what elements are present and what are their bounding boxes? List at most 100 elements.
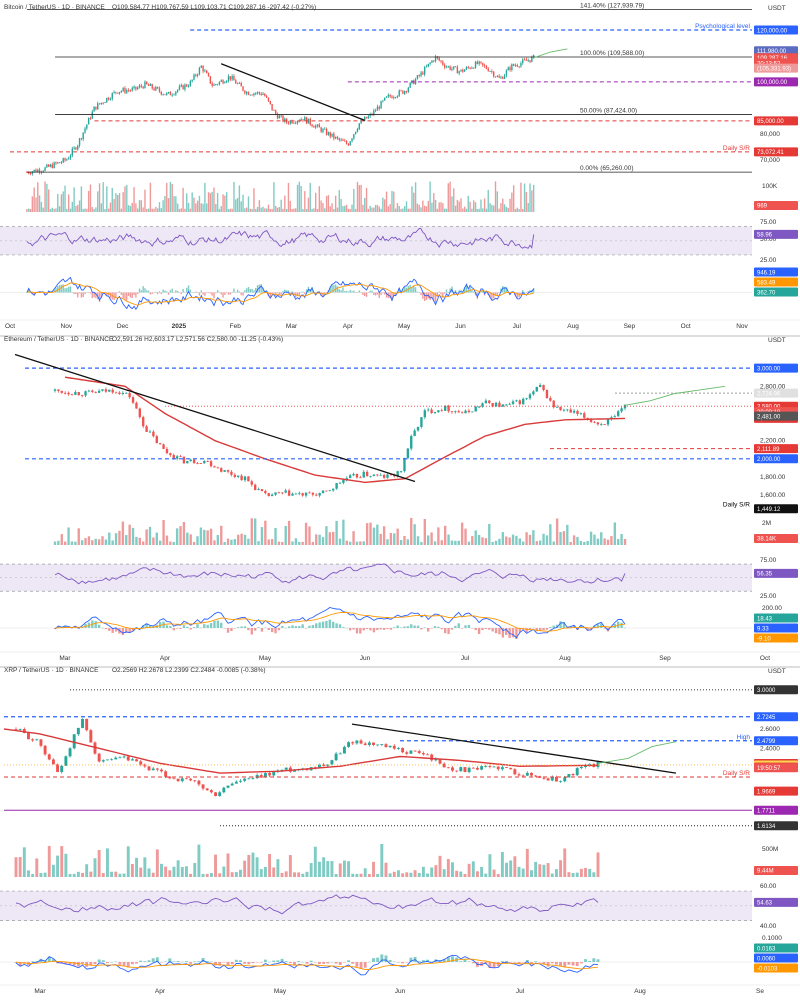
- macd-hist-bar: [340, 290, 342, 293]
- volume-bar: [342, 519, 345, 545]
- volume-bar: [224, 195, 226, 212]
- volume-bar: [209, 193, 212, 212]
- volume-bar: [220, 206, 222, 212]
- volume-bar: [620, 533, 623, 545]
- macd-tag: [754, 633, 798, 643]
- price-tag: [754, 444, 798, 454]
- volume-bar: [492, 869, 496, 877]
- level-label: Daily S/R: [723, 145, 750, 152]
- candle-body: [86, 124, 88, 129]
- volume-bar: [505, 536, 508, 545]
- volume-bar: [496, 873, 500, 877]
- x-tick-label: Se: [756, 988, 764, 995]
- macd-hist-bar: [301, 961, 305, 963]
- macd-hist-bar: [434, 292, 437, 303]
- macd-hist-bar: [93, 962, 97, 965]
- volume-bar: [396, 528, 399, 545]
- macd-hist-bar: [437, 626, 440, 628]
- candle-body: [360, 120, 362, 124]
- candle-body: [43, 745, 47, 755]
- price-tag: [754, 805, 798, 815]
- volume-bar: [109, 202, 112, 212]
- moving-average-line: [3, 728, 599, 774]
- volume-bar: [354, 208, 357, 212]
- candle-body: [344, 140, 346, 142]
- candle-body: [471, 67, 473, 69]
- volume-bar: [418, 204, 420, 212]
- volume-bar: [255, 857, 259, 877]
- volume-bar: [162, 200, 164, 212]
- candle-body: [151, 768, 155, 771]
- volume-bar: [423, 205, 426, 212]
- volume-bar: [240, 533, 243, 545]
- candle-body: [494, 402, 498, 407]
- macd-hist-bar: [603, 628, 606, 629]
- candle-body: [482, 62, 484, 66]
- macd-hist-bar: [231, 291, 233, 293]
- candle-body: [467, 410, 471, 413]
- macd-hist-bar: [549, 627, 552, 628]
- macd-hist-bar: [277, 628, 281, 631]
- candle-body: [348, 475, 352, 479]
- candle-body: [63, 392, 67, 394]
- macd-hist-bar: [180, 292, 182, 295]
- volume-bar: [505, 206, 508, 212]
- volume-bar: [579, 540, 583, 545]
- volume-bar: [169, 541, 172, 545]
- macd-hist-bar: [406, 626, 410, 628]
- volume-bar: [453, 188, 455, 212]
- volume-bar: [527, 203, 529, 212]
- candle-body: [264, 491, 267, 494]
- candle-body: [122, 756, 126, 758]
- volume-bar: [443, 208, 446, 212]
- volume-bar: [288, 855, 292, 877]
- price-tag-label: 3.0000: [757, 688, 776, 694]
- price-tag-label: 100,000.00: [757, 80, 788, 86]
- volume-bar: [272, 867, 276, 877]
- x-tick-label: Oct: [5, 323, 15, 330]
- macd-hist-bar: [98, 292, 101, 303]
- volume-bar: [77, 528, 80, 545]
- macd-hist-bar: [550, 962, 554, 964]
- volume-bar: [515, 535, 518, 545]
- candle-body: [224, 82, 226, 84]
- macd-hist-bar: [330, 961, 334, 963]
- volume-bar: [233, 181, 235, 212]
- volume-bar: [546, 863, 550, 877]
- candle-body: [263, 773, 267, 778]
- candle-body: [222, 787, 226, 793]
- candle-body: [300, 119, 302, 121]
- candle-body: [189, 778, 193, 781]
- macd-hist-bar: [529, 290, 531, 293]
- candle-body: [206, 70, 208, 74]
- volume-bar: [249, 208, 252, 212]
- candle-body: [440, 410, 443, 412]
- macd-hist-bar: [140, 290, 143, 293]
- volume-bar: [60, 534, 63, 545]
- macd-hist-bar: [542, 628, 545, 630]
- volume-bar: [144, 189, 146, 212]
- macd-hist-bar: [429, 292, 431, 301]
- macd-hist-bar: [521, 962, 525, 963]
- candle-body: [320, 127, 322, 132]
- macd-hist-bar: [202, 292, 204, 295]
- candle-body: [240, 83, 242, 87]
- macd-hist-bar: [273, 292, 275, 294]
- candle-body: [520, 63, 522, 67]
- volume-bar: [226, 538, 230, 545]
- macd-hist-bar: [438, 291, 440, 293]
- price-tag: [754, 712, 798, 722]
- candle-body: [213, 84, 215, 86]
- volume-bar: [57, 540, 60, 545]
- candle-body: [85, 718, 89, 731]
- volume-bar: [360, 184, 362, 212]
- candle-body: [485, 65, 488, 69]
- macd-hist-bar: [75, 292, 77, 295]
- volume-bar: [331, 203, 333, 212]
- candle-body: [358, 123, 360, 129]
- volume-bar: [347, 861, 351, 877]
- volume-bar: [22, 847, 26, 877]
- candle-body: [130, 759, 134, 761]
- volume-bar: [81, 872, 84, 877]
- macd-hist-bar: [393, 627, 396, 628]
